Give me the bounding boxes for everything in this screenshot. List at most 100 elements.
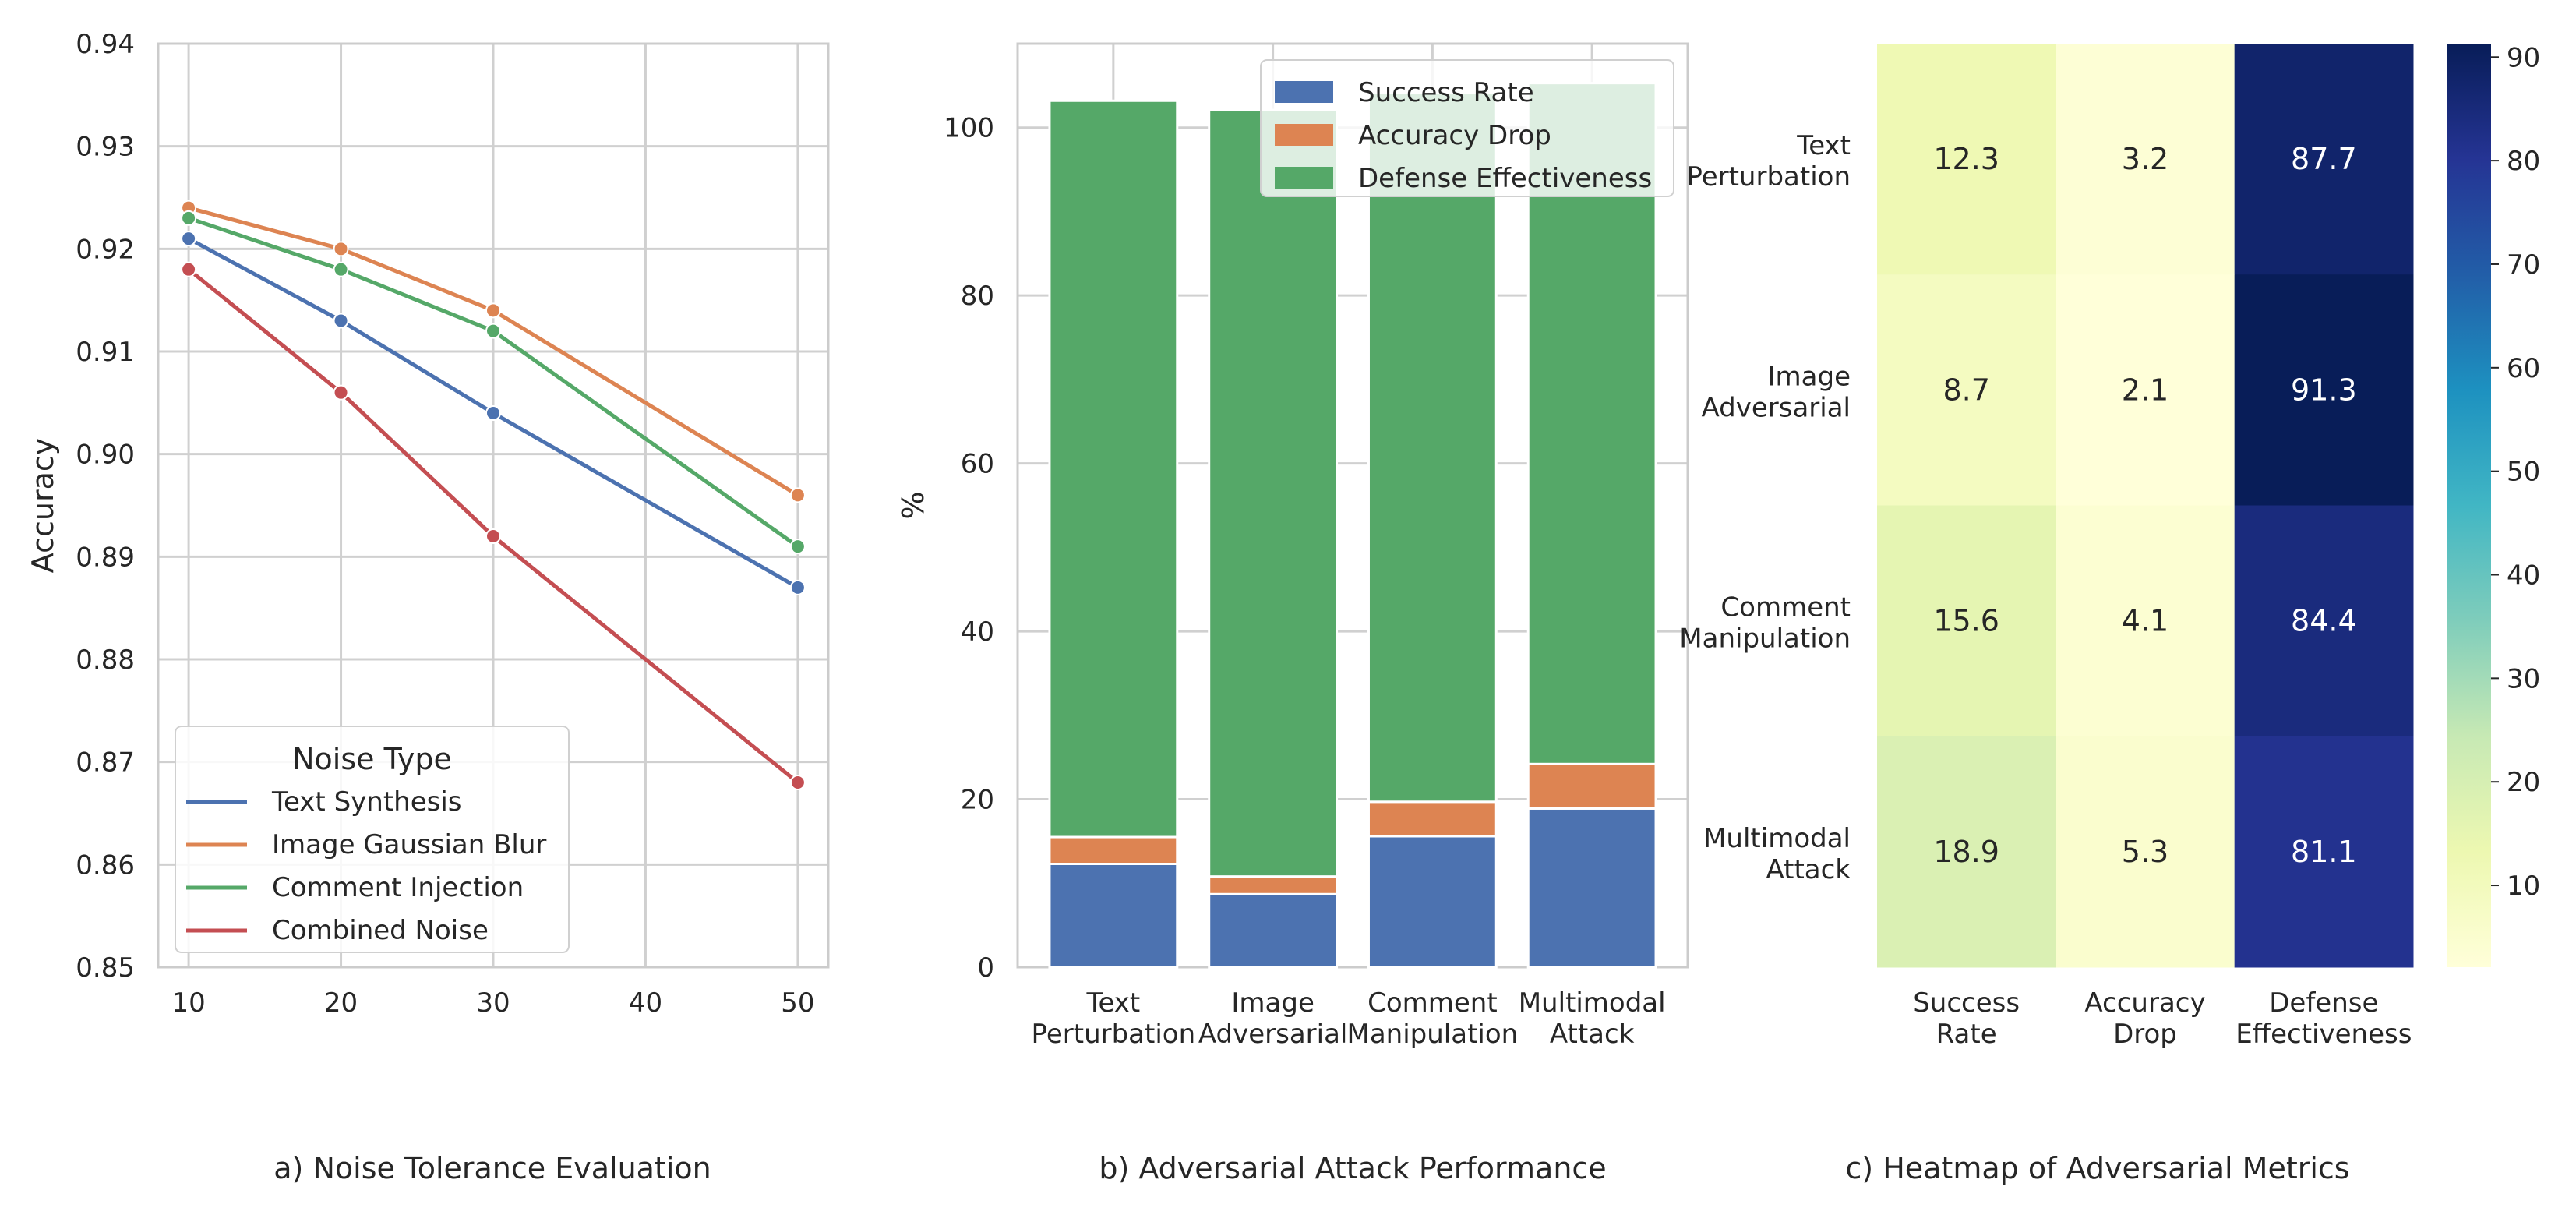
colorbar-tick-label: 90 [2507,42,2540,73]
heatmap-cell-label: 2.1 [2122,373,2168,407]
heatmap-cell-label: 84.4 [2291,604,2357,638]
data-point [485,302,501,319]
heatmap-cell-label: 87.7 [2291,142,2357,176]
data-point [333,313,349,329]
data-point [333,241,349,257]
column-label: Defense Effectiveness [2235,987,2412,1050]
legend-label: Comment Injection [272,872,524,903]
x-tick-label: Image Adversarial [1198,987,1348,1050]
legend-label: Success Rate [1358,77,1534,108]
x-tick-label: Text Perturbation [1032,987,1196,1050]
legend-label: Combined Noise [272,915,489,946]
heatmap-cell [1877,44,2056,275]
heatmap-cell-label: 91.3 [2291,373,2357,407]
legend-box [1260,59,1674,197]
x-tick-label: 50 [781,987,814,1019]
colorbar-tick-label: 70 [2507,249,2540,281]
x-tick-label: Multimodal Attack [1519,987,1666,1050]
x-tick-label: Comment Manipulation [1347,987,1519,1050]
legend-box [175,726,570,953]
heatmap-cell [2056,44,2235,275]
y-tick-label: 0.87 [76,747,135,779]
column-label: Success Rate [1913,987,2020,1050]
heatmap-cell-label: 4.1 [2122,604,2168,638]
bar-segment [1526,762,1657,810]
adversarial-metrics-heatmap: 12.3 3.2 87.7 8.7 2.1 91.3 15.6 4.1 84.4 18.9 5.3 8… [1679,42,2540,1050]
data-point [485,323,501,339]
legend-label: Text Synthesis [271,786,462,818]
y-tick-label: 0.92 [76,234,135,265]
y-tick-label: 80 [961,281,994,312]
heatmap-cell [2234,505,2414,737]
y-tick-label: 0.89 [76,542,135,573]
legend-swatch [1275,81,1333,103]
y-tick-label: 0.90 [76,440,135,471]
y-tick-label: 20 [961,785,994,816]
heatmap-cell-label: 18.9 [1933,835,1999,869]
series-line [187,236,799,590]
heatmap-cell [1877,736,2056,968]
row-label: Text Perturbation [1686,130,1851,193]
data-point [789,579,806,595]
bar-segment [1048,835,1179,865]
colorbar [2447,44,2491,967]
row-label: Multimodal Attack [1703,823,1851,885]
bar-segment [1526,807,1657,969]
heatmap-cell-label: 8.7 [1943,373,1989,407]
heatmap-cell [2234,274,2414,506]
data-point [333,261,349,277]
heatmap-cell-label: 15.6 [1933,604,1999,638]
bar-segment [1048,99,1179,839]
y-tick-label: 0.91 [76,337,135,368]
row-label: Comment Manipulation [1679,592,1851,655]
heatmap-cell-label: 3.2 [2122,142,2168,176]
heatmap-cell-label: 5.3 [2122,835,2168,869]
data-point [485,405,501,421]
data-point [181,210,197,226]
heatmap-cell [2234,736,2414,968]
y-tick-label: 40 [961,616,994,648]
legend-label: Image Gaussian Blur [272,829,546,860]
x-tick-label: 20 [324,987,358,1019]
heatmap-cell [2234,44,2414,275]
noise-tolerance-line-chart: 10 20 30 40 50 0.85 0.86 0.87 0.88 0.89 0.90 0.91 0.… [26,29,830,1019]
bar-segment [1367,835,1498,969]
plot-frame [157,42,830,969]
bar-segment [1208,892,1339,969]
y-tick-label: 0.94 [76,29,135,60]
heatmap-cell [1877,505,2056,737]
y-tick-label: 0.85 [76,952,135,984]
legend-swatch [1275,124,1333,146]
bar-segment [1048,862,1179,969]
x-tick-label: 10 [171,987,205,1019]
colorbar-tick-label: 50 [2507,457,2540,488]
legend-swatch [1275,167,1333,189]
x-tick-label: 40 [629,987,662,1019]
y-axis-label: Accuracy [26,438,60,574]
colorbar-tick-label: 60 [2507,353,2540,384]
y-tick-label: 0.93 [76,132,135,163]
heatmap-cell-label: 81.1 [2291,835,2357,869]
plot-frame [1016,42,1689,969]
heatmap-cell-label: 12.3 [1933,142,1999,176]
row-label: Image Adversarial [1701,361,1851,423]
legend-label: Defense Effectiveness [1358,163,1652,194]
data-point [485,528,501,544]
y-axis-label: % [896,491,930,519]
data-point [789,487,806,503]
y-tick-label: 0 [977,952,994,984]
y-tick-label: 60 [961,449,994,480]
caption-b: b) Adversarial Attack Performance [1099,1151,1606,1185]
data-point [181,261,197,277]
colorbar-tick-label: 40 [2507,560,2540,592]
bar-segment [1208,875,1339,895]
colorbar-tick-label: 80 [2507,146,2540,177]
data-point [333,384,349,401]
bar-segment [1208,108,1339,878]
heatmap-cell [2056,274,2235,506]
caption-a: a) Noise Tolerance Evaluation [273,1151,711,1185]
series-line [187,267,799,784]
heatmap-cell [2056,505,2235,737]
